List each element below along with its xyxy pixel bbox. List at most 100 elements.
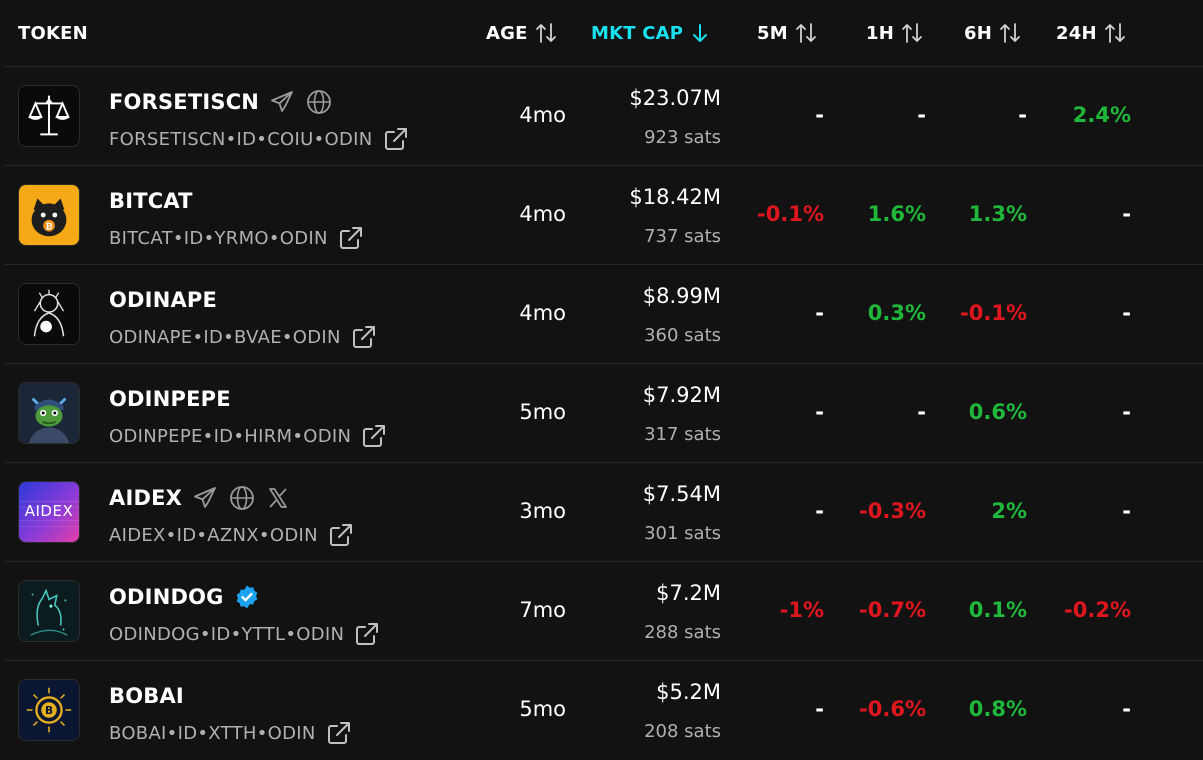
table-row[interactable]: ODINAPE ODINAPE•ID•BVAE•ODIN 4mo $8.99M … xyxy=(4,264,1203,363)
change-6h: -0.1% xyxy=(960,301,1027,325)
token-market-cap: $5.2M xyxy=(656,680,721,704)
token-price-sats: 923 sats xyxy=(644,127,721,148)
header-token: TOKEN xyxy=(18,21,88,45)
verified-badge-icon xyxy=(234,584,260,610)
token-age: 5mo xyxy=(519,400,566,424)
change-5m: -0.1% xyxy=(757,202,824,226)
token-age: 4mo xyxy=(519,301,566,325)
change-5m: -1% xyxy=(779,598,824,622)
token-price-sats: 301 sats xyxy=(644,523,721,544)
external-link-icon[interactable] xyxy=(351,324,377,350)
token-age: 4mo xyxy=(519,202,566,226)
header-24h-sort[interactable]: 24H xyxy=(1056,21,1127,45)
header-mktcap-sort[interactable]: MKT CAP xyxy=(591,21,711,45)
header-1h-sort[interactable]: 1H xyxy=(866,21,924,45)
header-age-sort[interactable]: AGE xyxy=(486,21,558,45)
table-row[interactable]: B BOBAI BOBAI•ID•XTTH•ODIN 5mo $5.2M 208… xyxy=(4,660,1203,759)
token-id: BITCAT•ID•YRMO•ODIN xyxy=(109,227,328,249)
token-market-cap: $7.92M xyxy=(642,383,721,407)
header-age-label: AGE xyxy=(486,22,528,44)
header-5m-label: 5M xyxy=(757,22,788,44)
change-1h: 1.6% xyxy=(867,202,926,226)
token-avatar[interactable]: AIDEX xyxy=(18,481,80,543)
change-5m: - xyxy=(815,499,824,523)
sort-arrows-icon xyxy=(900,22,924,44)
change-6h: 0.6% xyxy=(968,400,1027,424)
token-id: ODINPEPE•ID•HIRM•ODIN xyxy=(109,425,352,447)
change-1h: - xyxy=(917,400,926,424)
change-6h: 1.3% xyxy=(968,202,1027,226)
globe-icon[interactable] xyxy=(228,484,256,512)
token-id: AIDEX•ID•AZNX•ODIN xyxy=(109,524,318,546)
external-link-icon[interactable] xyxy=(361,423,387,449)
token-id: ODINDOG•ID•YTTL•ODIN xyxy=(109,623,345,645)
table-row[interactable]: AIDEX AIDEX AIDEX•ID•AZNX•ODIN 3mo $7.54… xyxy=(4,462,1203,561)
sort-arrows-icon xyxy=(998,22,1022,44)
change-6h: 0.1% xyxy=(968,598,1027,622)
token-id: ODINAPE•ID•BVAE•ODIN xyxy=(109,326,341,348)
token-name[interactable]: BITCAT xyxy=(109,189,193,213)
token-rows: FORSETISCN FORSETISCN•ID•COIU•ODIN 4mo $… xyxy=(4,66,1203,759)
external-link-icon[interactable] xyxy=(383,126,409,152)
table-row[interactable]: ₿ BITCAT BITCAT•ID•YRMO•ODIN 4mo $18.42M… xyxy=(4,165,1203,264)
token-avatar[interactable] xyxy=(18,580,80,642)
external-link-icon[interactable] xyxy=(338,225,364,251)
telegram-icon[interactable] xyxy=(269,89,295,115)
sort-arrows-icon xyxy=(1103,22,1127,44)
telegram-icon[interactable] xyxy=(192,485,218,511)
change-1h: -0.6% xyxy=(859,697,926,721)
header-6h-label: 6H xyxy=(964,22,992,44)
token-id-line: ODINAPE•ID•BVAE•ODIN xyxy=(109,323,377,351)
table-row[interactable]: FORSETISCN FORSETISCN•ID•COIU•ODIN 4mo $… xyxy=(4,66,1203,165)
table-row[interactable]: ODINDOG ODINDOG•ID•YTTL•ODIN 7mo $7.2M 2… xyxy=(4,561,1203,660)
token-name[interactable]: FORSETISCN xyxy=(109,90,260,114)
change-24h: - xyxy=(1122,301,1131,325)
svg-text:B: B xyxy=(45,704,53,717)
change-5m: - xyxy=(815,400,824,424)
change-24h: - xyxy=(1122,499,1131,523)
token-avatar[interactable]: B xyxy=(18,679,80,741)
change-5m: - xyxy=(815,697,824,721)
globe-icon[interactable] xyxy=(305,88,333,116)
external-link-icon[interactable] xyxy=(354,621,380,647)
change-1h: - xyxy=(917,103,926,127)
token-name[interactable]: ODINAPE xyxy=(109,288,218,312)
x-icon[interactable] xyxy=(266,486,290,510)
change-24h: -0.2% xyxy=(1064,598,1131,622)
token-age: 7mo xyxy=(519,598,566,622)
token-name[interactable]: ODINDOG xyxy=(109,585,224,609)
token-avatar[interactable] xyxy=(18,85,80,147)
token-avatar[interactable] xyxy=(18,382,80,444)
token-name[interactable]: ODINPEPE xyxy=(109,387,231,411)
external-link-icon[interactable] xyxy=(326,720,352,746)
token-name-line: ODINPEPE xyxy=(109,384,231,414)
token-avatar[interactable]: ₿ xyxy=(18,184,80,246)
svg-text:₿: ₿ xyxy=(45,221,52,232)
change-24h: 2.4% xyxy=(1072,103,1131,127)
table-row[interactable]: ODINPEPE ODINPEPE•ID•HIRM•ODIN 5mo $7.92… xyxy=(4,363,1203,462)
token-name-line: AIDEX xyxy=(109,483,290,513)
sort-down-arrow-icon xyxy=(689,22,711,44)
header-6h-sort[interactable]: 6H xyxy=(964,21,1022,45)
token-id-line: FORSETISCN•ID•COIU•ODIN xyxy=(109,125,409,153)
change-6h: 0.8% xyxy=(968,697,1027,721)
change-5m: - xyxy=(815,301,824,325)
sort-arrows-icon xyxy=(534,22,558,44)
token-id-line: AIDEX•ID•AZNX•ODIN xyxy=(109,521,354,549)
token-name[interactable]: AIDEX xyxy=(109,486,183,510)
header-token-label: TOKEN xyxy=(18,22,88,44)
token-market-cap: $18.42M xyxy=(629,185,721,209)
token-age: 3mo xyxy=(519,499,566,523)
header-24h-label: 24H xyxy=(1056,22,1097,44)
external-link-icon[interactable] xyxy=(328,522,354,548)
token-avatar[interactable] xyxy=(18,283,80,345)
header-1h-label: 1H xyxy=(866,22,894,44)
token-id-line: ODINPEPE•ID•HIRM•ODIN xyxy=(109,422,387,450)
table-header: TOKEN AGE MKT CAP 5M 1H 6H xyxy=(0,0,1203,66)
token-name-line: BITCAT xyxy=(109,186,193,216)
header-5m-sort[interactable]: 5M xyxy=(757,21,818,45)
token-name-line: BOBAI xyxy=(109,681,184,711)
token-name[interactable]: BOBAI xyxy=(109,684,184,708)
token-market-cap: $7.54M xyxy=(642,482,721,506)
